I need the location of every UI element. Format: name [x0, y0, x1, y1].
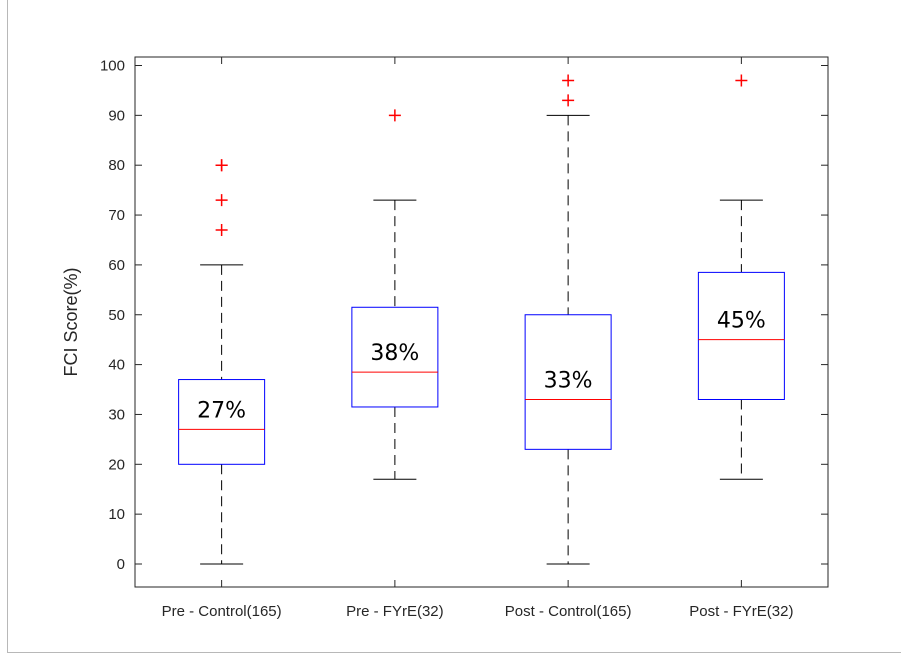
y-tick-label: 90	[108, 107, 125, 124]
x-tick-label: Pre - FYrE(32)	[346, 603, 444, 620]
outlier-point	[215, 194, 228, 207]
figure-frame	[7, 0, 901, 653]
y-axis: 0 10 20 30 40 50 60 70 80 90 100	[100, 58, 828, 573]
boxes-group: 27% 38% 33% 45%	[178, 74, 785, 565]
y-tick-label: 20	[108, 456, 125, 473]
iqr-box	[351, 306, 439, 408]
box-group: 33%	[524, 74, 612, 565]
y-tick-label: 50	[108, 307, 125, 324]
x-tick-label: Pre - Control(165)	[162, 603, 282, 620]
y-tick-label: 30	[108, 406, 125, 423]
iqr-box	[524, 314, 612, 450]
x-tick-label: Post - Control(165)	[505, 603, 632, 620]
median-data-label: 27%	[197, 398, 246, 423]
y-axis-label: FCI Score(%)	[61, 267, 81, 376]
y-tick-label: 70	[108, 207, 125, 224]
y-tick-label: 10	[108, 506, 125, 523]
x-axis: Pre - Control(165) Pre - FYrE(32) Post - C…	[162, 57, 793, 620]
outlier-point	[562, 74, 575, 87]
iqr-box	[178, 379, 266, 465]
y-tick-label: 40	[108, 357, 125, 374]
iqr-box	[697, 271, 785, 400]
y-tick-label: 80	[108, 157, 125, 174]
outlier-point	[215, 159, 228, 172]
box-group: 38%	[351, 109, 439, 480]
median-data-label: 45%	[717, 309, 766, 334]
y-tick-label: 60	[108, 257, 125, 274]
box-group: 45%	[697, 74, 785, 480]
y-tick-label: 100	[100, 58, 125, 75]
x-tick-label: Post - FYrE(32)	[689, 603, 793, 620]
outlier-point	[215, 224, 228, 237]
box-group: 27%	[178, 159, 266, 565]
y-tick-label: 0	[117, 556, 125, 573]
outlier-point	[735, 74, 748, 87]
median-data-label: 38%	[370, 341, 419, 366]
outlier-point	[562, 94, 575, 107]
outlier-point	[388, 109, 401, 122]
median-data-label: 33%	[544, 368, 593, 393]
plot-area	[134, 56, 829, 588]
